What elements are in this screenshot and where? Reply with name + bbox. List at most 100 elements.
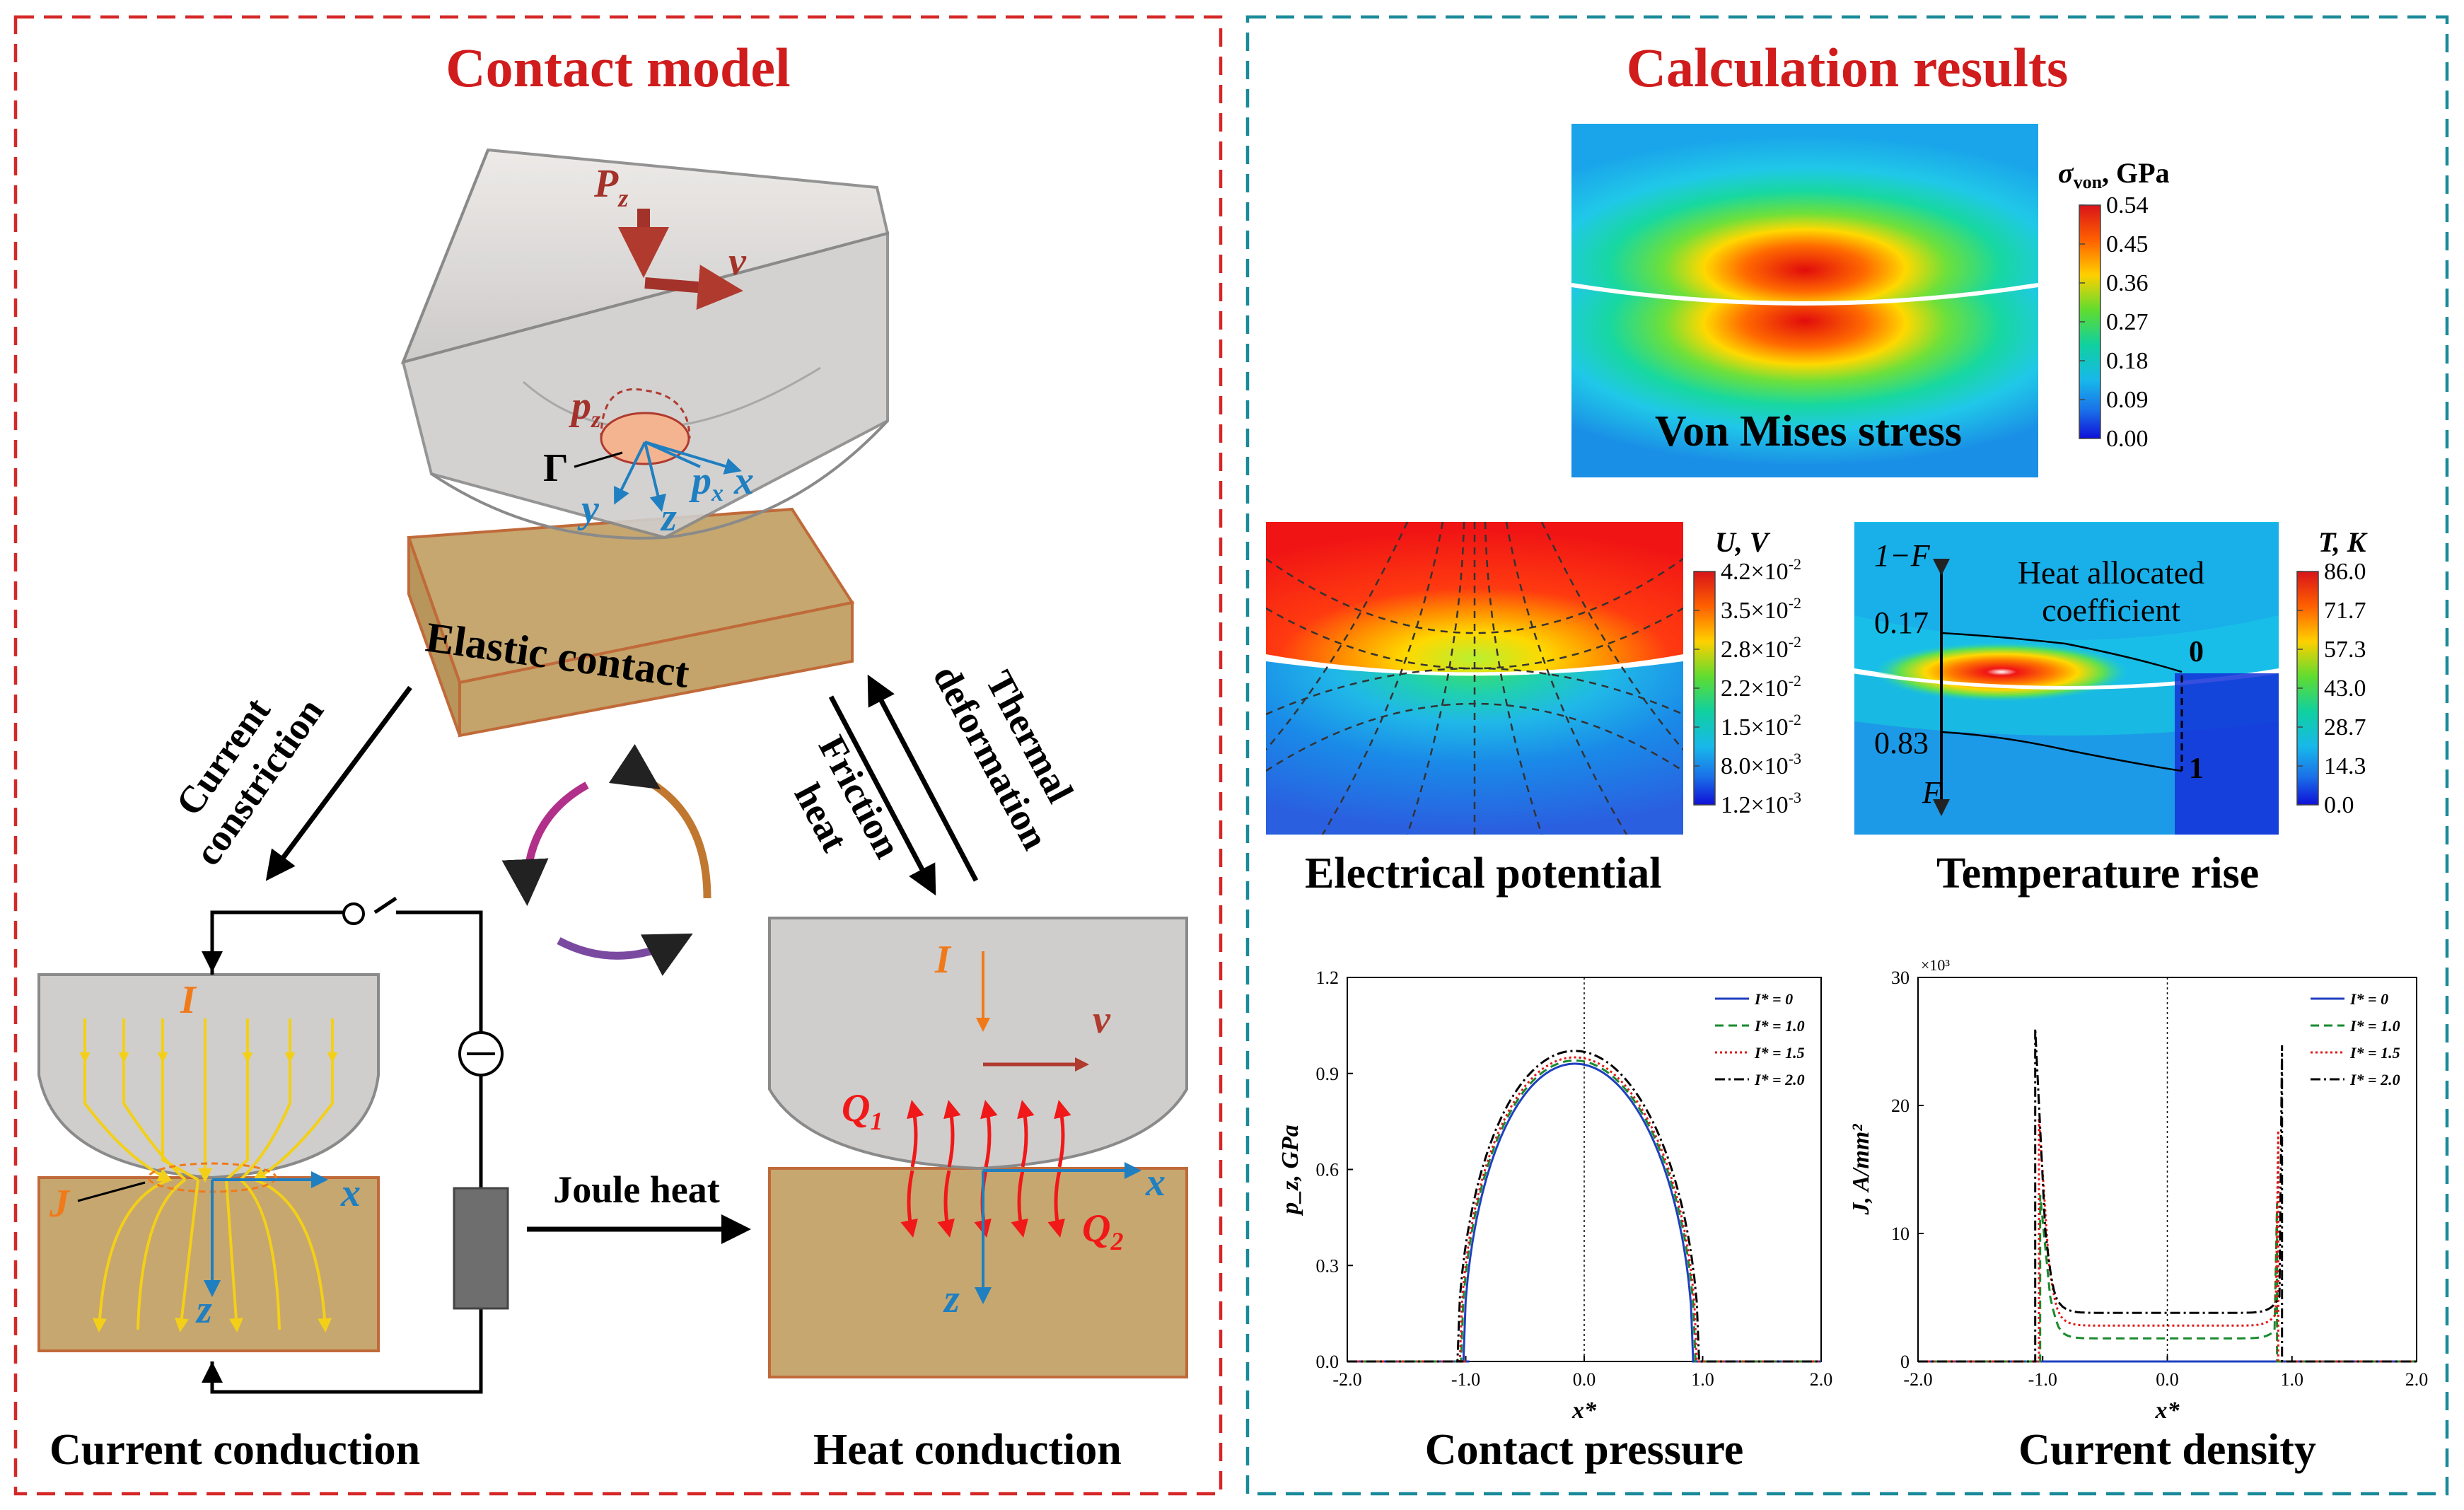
label-z-top: z [660, 496, 677, 540]
series-line [1347, 1059, 1821, 1363]
joule-heat-label: Joule heat [553, 1168, 720, 1211]
resistor-icon [453, 1187, 509, 1310]
legend-label: I* = 1.5 [2349, 1044, 2400, 1062]
label-x-top: x [733, 459, 754, 503]
current-constriction-arrow [265, 685, 412, 881]
cc-label-I: I [180, 978, 197, 1022]
friction-heat-arrow [828, 695, 936, 896]
label-1-minus-F: 1−F [1874, 538, 1931, 573]
heat-allocated-line1: Heat allocated [2018, 554, 2204, 591]
label-0: 0 [2189, 636, 2204, 668]
right-panel-title: Calculation results [1627, 37, 2069, 98]
cc-label-J: J [49, 1182, 71, 1226]
legend-label: I* = 1.0 [2349, 1017, 2400, 1035]
chart-title: Contact pressure [1425, 1426, 1744, 1474]
label-pz: pz [569, 384, 601, 433]
hc-label-Q2: Q2 [1082, 1207, 1123, 1255]
left-panel-title: Contact model [446, 37, 790, 98]
temperature-tick-label: 57.3 [2324, 637, 2366, 663]
legend-label: I* = 0 [1754, 990, 1793, 1008]
velocity-arrow [644, 265, 743, 310]
y-tick-label: 0.3 [1316, 1255, 1339, 1276]
y-tick-label: 20 [1891, 1096, 1910, 1116]
y-tick-label: 0.0 [1316, 1352, 1339, 1372]
heat-allocation-annotation: 1−F F 0.17 0.83 0 1 Heat allocated coeff… [1874, 538, 2204, 816]
hc-label-z: z [943, 1277, 960, 1321]
von-mises-tick-label: 0.18 [2106, 348, 2149, 374]
y-tick-label: 0.6 [1316, 1160, 1339, 1180]
x-tick-label: 2.0 [1810, 1369, 1833, 1390]
cc-label-z: z [195, 1288, 212, 1332]
x-tick-label: -1.0 [2028, 1369, 2057, 1390]
legend-label: I* = 0 [2349, 990, 2388, 1008]
right-panel-frame [1245, 15, 2449, 1496]
electrical-potential-caption: Electrical potential [1305, 849, 1661, 898]
x-tick-label: 1.0 [2281, 1369, 2304, 1390]
coupling-cycle-icon [501, 744, 711, 976]
temperature-colorbar: T, K 86.0 71.7 57.3 43.0 28.7 14.3 0.0 [2296, 526, 2368, 818]
y-tick-label: 0 [1900, 1352, 1910, 1372]
temperature-rise-caption: Temperature rise [1936, 849, 2259, 898]
legend-label: I* = 2.0 [1754, 1071, 1805, 1088]
label-v-top: v [728, 240, 747, 284]
von-mises-colorbar: σvon, GPa 0.54 0.45 0.36 0.27 0.18 0.09 0.00 [2058, 157, 2170, 452]
heat-conduction-caption: Heat conduction [813, 1426, 1122, 1474]
temperature-tick-label: 0.0 [2324, 792, 2354, 818]
current-conduction-diagram: x z I J Current conduction [37, 896, 509, 1474]
y-tick-label: 10 [1891, 1224, 1910, 1244]
legend-label: I* = 1.5 [1754, 1044, 1805, 1062]
label-px: px [689, 459, 723, 506]
y-tick-label: 0.9 [1316, 1064, 1339, 1084]
current-constriction-label: Current constriction [168, 690, 332, 873]
heat-allocated-line2: coefficient [2042, 592, 2180, 628]
elastic-contact-diagram: Pz v pz px x y z Γ Elastic contact [400, 148, 890, 738]
thermal-deformation-arrow [867, 674, 979, 882]
electrical-tick-label: 4.2×10-2 [1721, 555, 1801, 585]
series-line [1347, 1050, 1821, 1363]
series-line [1918, 1195, 2417, 1363]
series-line [1918, 1117, 2417, 1363]
thermal-deformation-label: Thermal deformation [925, 658, 1082, 856]
x-tick-label: 0.0 [2156, 1369, 2179, 1390]
friction-heat-label: Friction heat [786, 728, 910, 864]
hc-label-Q1: Q1 [842, 1086, 883, 1135]
left-panel-frame [13, 15, 1223, 1496]
brown-block-front [458, 600, 854, 738]
electrical-colorbar: U, V 4.2×10-2 3.5×10-2 2.8×10-2 2.2×10-2 1.5… [1693, 526, 1801, 818]
x-tick-label: 2.0 [2405, 1369, 2429, 1390]
y-axis-label: p_z, GPa [1277, 1125, 1303, 1216]
cc-label-x: x [340, 1171, 361, 1215]
x-tick-label: 1.0 [1691, 1369, 1714, 1390]
heat-conduction-diagram: I v x z Q1 Q2 Heat conduction [768, 917, 1188, 1474]
electrical-potential-contour [1266, 522, 1683, 835]
temperature-tick-label: 43.0 [2324, 675, 2366, 702]
y-axis-label: J, A/mm² [1848, 1124, 1874, 1216]
legend-label: I* = 2.0 [2349, 1071, 2400, 1088]
series-line [1918, 1028, 2417, 1363]
x-tick-label: -2.0 [1903, 1369, 1932, 1390]
electrical-tick-label: 1.5×10-2 [1721, 711, 1801, 741]
temperature-tick-label: 86.0 [2324, 559, 2366, 585]
electrical-tick-label: 8.0×10-3 [1721, 750, 1801, 779]
contact-pressure-chart: -2.0 -1.0 0.0 1.0 2.0 0.0 0.3 0.6 0.9 1.2 x* p_z, G… [1277, 968, 1832, 1474]
chart-title: Current density [2018, 1426, 2316, 1474]
y-tick-label: 1.2 [1316, 968, 1339, 988]
von-mises-tick-label: 0.54 [2106, 192, 2149, 219]
y-multiplier: ×10³ [1921, 956, 1950, 974]
electrical-tick-label: 2.8×10-2 [1721, 633, 1801, 663]
von-mises-tick-label: 0.36 [2106, 270, 2149, 296]
electric-circuit [202, 896, 483, 1394]
label-0-17: 0.17 [1874, 605, 1929, 640]
x-tick-label: -1.0 [1451, 1369, 1480, 1390]
label-0-83: 0.83 [1874, 726, 1929, 760]
von-mises-tick-label: 0.00 [2106, 426, 2149, 452]
label-y-top: y [577, 487, 600, 531]
label-1: 1 [2189, 753, 2204, 785]
von-mises-tick-label: 0.27 [2106, 309, 2149, 335]
hc-label-x: x [1145, 1161, 1166, 1204]
label-F: F [1922, 775, 1942, 810]
von-mises-label: Von Mises stress [1655, 407, 1962, 455]
current-conduction-caption: Current conduction [50, 1426, 420, 1474]
von-mises-colorbar-title: σvon, GPa [2058, 157, 2170, 192]
